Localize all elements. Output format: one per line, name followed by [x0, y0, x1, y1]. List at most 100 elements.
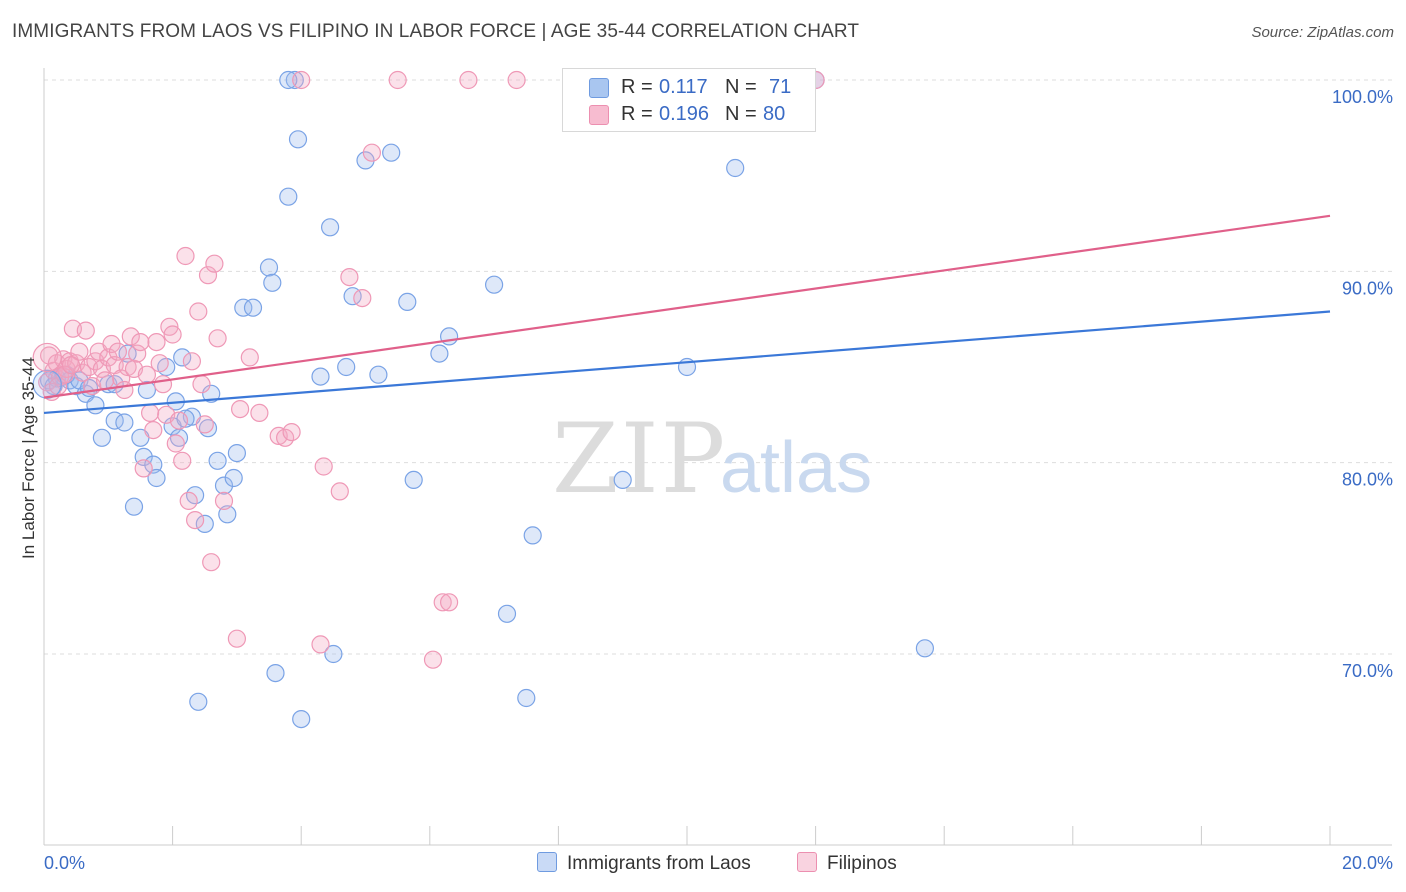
filipinos-point	[189, 302, 208, 321]
laos-trend-line	[43, 310, 1331, 415]
filipinos-point	[147, 333, 166, 352]
filipinos-point	[440, 593, 459, 612]
filipinos-point	[250, 403, 269, 422]
laos-point	[173, 348, 192, 367]
laos-point	[176, 409, 195, 428]
laos-point	[227, 444, 246, 463]
filipinos-point	[198, 266, 218, 285]
filipinos-point	[115, 380, 134, 400]
filipinos-point	[292, 70, 311, 90]
laos-point	[263, 273, 282, 292]
filipinos-point	[141, 403, 160, 422]
legend-item-filipinos[interactable]: Filipinos	[797, 852, 897, 875]
watermark-zip: ZIP	[552, 403, 727, 515]
legend-item-laos[interactable]: Immigrants from Laos	[537, 852, 751, 875]
n-value: 80	[763, 103, 786, 125]
trend-lines	[43, 214, 1331, 415]
laos-point	[218, 505, 237, 524]
filipinos-point	[108, 342, 128, 361]
filipinos-point	[150, 354, 169, 373]
laos-point	[613, 470, 632, 489]
laos-point	[202, 384, 221, 403]
filipinos-point	[311, 635, 330, 654]
laos-point	[292, 709, 311, 729]
legend-label-filipinos: Filipinos	[827, 853, 897, 874]
filipinos-point	[128, 344, 147, 363]
filipinos-point	[202, 553, 221, 572]
legend-label-laos: Immigrants from Laos	[567, 853, 751, 874]
filipinos-point	[240, 348, 259, 367]
grid-lines	[44, 79, 1392, 655]
laos-point	[440, 327, 459, 346]
filipinos-point	[231, 400, 250, 419]
r-value: 0.196	[659, 103, 710, 125]
filipinos-point	[227, 629, 246, 648]
filipinos-point	[340, 268, 359, 287]
stats-legend: R = 0.117 N = 71 R = 0.196 N = 80	[562, 68, 816, 132]
watermark: ZIP atlas	[552, 403, 872, 515]
filipinos-point	[70, 342, 89, 361]
filipinos-legend-swatch	[797, 852, 817, 872]
filipinos-point	[353, 289, 372, 308]
laos-point	[115, 413, 134, 432]
filipinos-point	[507, 70, 526, 90]
filipinos-point	[314, 457, 333, 476]
laos-point	[517, 688, 536, 708]
laos-point	[92, 428, 112, 447]
filipinos-point	[282, 423, 301, 442]
y-axis-label: In Labor Force | Age 35-44	[19, 357, 38, 559]
laos-point	[497, 604, 517, 623]
laos-point	[266, 663, 285, 683]
laos-point	[324, 644, 343, 664]
laos-point	[86, 396, 105, 415]
laos-point	[430, 344, 449, 363]
n-label: N =	[725, 103, 757, 125]
filipinos-point	[169, 411, 189, 430]
watermark-atlas: atlas	[720, 428, 872, 508]
laos-point	[147, 468, 166, 488]
laos-point	[279, 70, 298, 90]
x-tick-label: 20.0%	[1342, 853, 1393, 873]
laos-point	[285, 70, 304, 90]
filipinos-point	[76, 321, 95, 340]
filipinos-point	[173, 451, 192, 470]
n-label: N =	[725, 76, 757, 98]
filipinos-point	[459, 70, 478, 90]
filipinos-point	[362, 143, 381, 162]
filipinos-point	[134, 459, 153, 478]
stats-legend-row-laos: R = 0.117 N = 71	[563, 73, 815, 101]
laos-point	[144, 455, 163, 474]
filipinos-point	[153, 375, 173, 394]
data-points	[32, 70, 935, 729]
filipinos-point	[32, 342, 62, 373]
laos-point	[523, 526, 542, 545]
axes	[43, 68, 1392, 846]
filipinos-point	[131, 333, 150, 352]
r-label: R =	[621, 103, 653, 125]
laos-point	[726, 158, 745, 178]
laos-point	[485, 275, 504, 294]
laos-point	[189, 692, 208, 711]
filipinos-point	[330, 482, 349, 501]
y-tick-label: 70.0%	[1342, 661, 1393, 681]
filipinos-point	[118, 357, 137, 377]
laos-swatch	[589, 78, 609, 98]
filipinos-point	[208, 329, 227, 348]
filipinos-point	[182, 352, 201, 371]
filipinos-swatch	[589, 105, 609, 125]
y-tick-label: 90.0%	[1342, 278, 1393, 298]
filipinos-point	[192, 375, 211, 394]
laos-point	[259, 258, 279, 277]
y-tick-label: 100.0%	[1332, 87, 1393, 107]
laos-point	[321, 218, 340, 237]
laos-point	[124, 497, 144, 516]
laos-point	[337, 357, 356, 377]
filipinos-trend-line	[43, 214, 1331, 399]
filipinos-point	[388, 70, 407, 90]
laos-point	[369, 365, 388, 384]
laos-point	[224, 468, 243, 488]
filipinos-point	[433, 593, 452, 612]
chart-title: IMMIGRANTS FROM LAOS VS FILIPINO IN LABO…	[12, 21, 860, 42]
laos-point	[288, 130, 308, 149]
laos-point	[404, 470, 423, 489]
